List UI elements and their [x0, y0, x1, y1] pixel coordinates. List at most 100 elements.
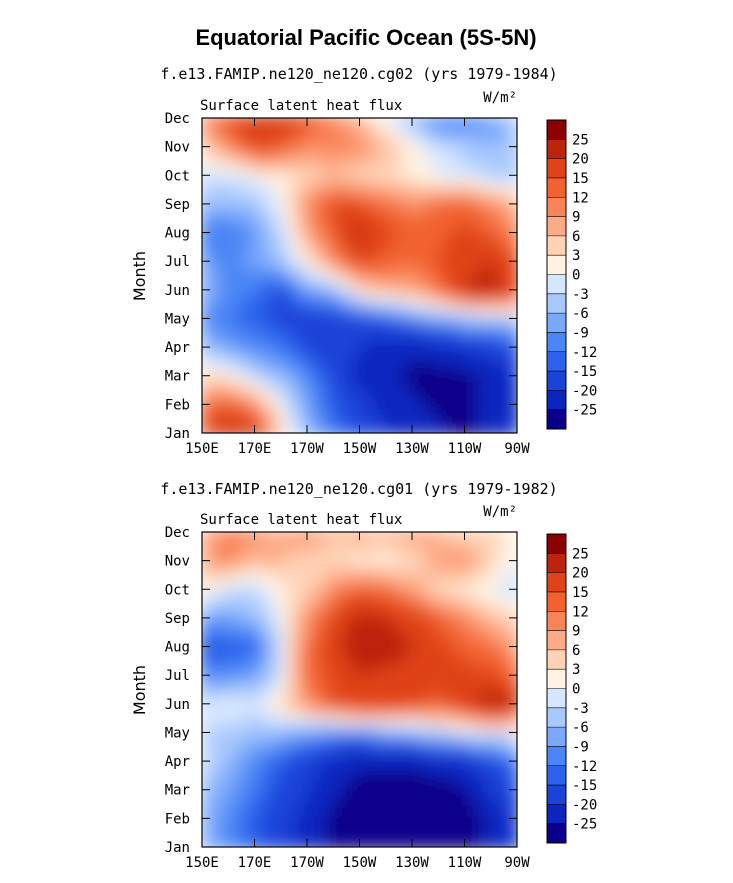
heatmap-cell	[488, 786, 494, 794]
heatmap-cell	[314, 143, 321, 151]
heatmap-cell	[215, 844, 221, 847]
heatmap-cell	[477, 281, 484, 288]
heatmap-cell	[215, 355, 221, 363]
heatmap-cell	[283, 229, 290, 237]
heatmap-cell	[341, 821, 347, 828]
heatmap-cell	[251, 206, 258, 214]
heatmap-cell	[236, 763, 242, 771]
heatmap-cell	[320, 792, 326, 799]
heatmap-cell	[320, 143, 326, 151]
heatmap-cell	[493, 338, 500, 345]
heatmap-cell	[356, 367, 363, 374]
heatmap-cell	[440, 206, 447, 214]
heatmap-cell	[446, 418, 452, 426]
heatmap-cell	[488, 178, 494, 185]
heatmap-cell	[388, 798, 395, 805]
heatmap-cell	[377, 264, 384, 271]
heatmap-cell	[503, 372, 510, 380]
heatmap-cell	[341, 218, 347, 225]
heatmap-cell	[430, 286, 437, 294]
heatmap-cell	[414, 361, 421, 368]
heatmap-cell	[241, 809, 248, 817]
heatmap-cell	[251, 367, 258, 374]
heatmap-cell	[288, 264, 295, 271]
heatmap-cell	[388, 809, 395, 817]
heatmap-cell	[514, 189, 517, 196]
heatmap-cell	[393, 401, 400, 408]
heatmap-cell	[503, 258, 510, 265]
heatmap-cell	[446, 815, 452, 822]
heatmap-cell	[362, 304, 368, 311]
heatmap-cell	[430, 344, 437, 351]
heatmap-cell	[430, 172, 437, 179]
heatmap-cell	[425, 332, 431, 340]
heatmap-cell	[335, 798, 342, 805]
heatmap-cell	[202, 304, 206, 311]
heatmap-cell	[488, 252, 494, 259]
heatmap-cell	[272, 355, 279, 363]
heatmap-cell	[320, 384, 326, 391]
heatmap-cell	[356, 412, 363, 420]
heatmap-cell	[225, 223, 232, 231]
heatmap-cell	[430, 769, 437, 777]
heatmap-cell	[246, 321, 253, 328]
heatmap-cell	[236, 178, 242, 185]
heatmap-cell	[362, 138, 368, 145]
heatmap-cell	[372, 412, 379, 420]
heatmap-cell	[414, 378, 421, 385]
heatmap-cell	[215, 718, 221, 725]
heatmap-cell	[435, 372, 442, 380]
heatmap-cell	[335, 321, 342, 328]
heatmap-cell	[320, 298, 326, 305]
heatmap-cell	[341, 338, 347, 345]
heatmap-cell	[514, 792, 517, 799]
heatmap-cell	[451, 712, 458, 719]
heatmap-cell	[388, 407, 395, 414]
heatmap-cell	[414, 809, 421, 817]
heatmap-cell	[472, 826, 479, 834]
heatmap-cell	[230, 218, 237, 225]
heatmap-cell	[425, 838, 431, 845]
heatmap-cell	[440, 804, 447, 811]
heatmap-cell	[419, 729, 426, 736]
heatmap-cell	[414, 344, 421, 351]
heatmap-cell	[440, 172, 447, 179]
heatmap-cell	[446, 412, 452, 420]
heatmap-cell	[377, 361, 384, 368]
heatmap-cell	[425, 804, 431, 811]
heatmap-cell	[267, 355, 274, 363]
heatmap-cell	[372, 384, 379, 391]
heatmap-cell	[482, 212, 489, 219]
heatmap-cell	[383, 804, 389, 811]
heatmap-cell	[425, 355, 431, 363]
heatmap-cell	[283, 838, 290, 845]
heatmap-cell	[215, 826, 221, 834]
heatmap-cell	[398, 155, 405, 162]
heatmap-cell	[498, 275, 505, 282]
heatmap-cell	[346, 218, 353, 225]
heatmap-cell	[220, 304, 227, 311]
heatmap-cell	[362, 804, 368, 811]
heatmap-cell	[509, 355, 515, 363]
heatmap-cell	[393, 815, 400, 822]
heatmap-cell	[467, 781, 473, 788]
heatmap-cell	[293, 424, 300, 431]
heatmap-cell	[488, 418, 494, 426]
heatmap-cell	[367, 183, 374, 191]
heatmap-cell	[467, 321, 473, 328]
heatmap-cell	[435, 821, 442, 828]
heatmap-cell	[503, 338, 510, 345]
heatmap-cell	[414, 183, 421, 191]
heatmap-cell	[367, 344, 374, 351]
heatmap-cell	[215, 327, 221, 334]
heatmap-cell	[330, 309, 337, 317]
heatmap-cell	[472, 349, 479, 357]
heatmap-cell	[393, 178, 400, 185]
heatmap-cell	[293, 741, 300, 748]
heatmap-cell	[202, 809, 206, 817]
heatmap-cell	[356, 798, 363, 805]
heatmap-cell	[367, 223, 374, 231]
heatmap-cell	[225, 195, 232, 202]
heatmap-cell	[209, 418, 216, 426]
heatmap-cell	[404, 218, 410, 225]
